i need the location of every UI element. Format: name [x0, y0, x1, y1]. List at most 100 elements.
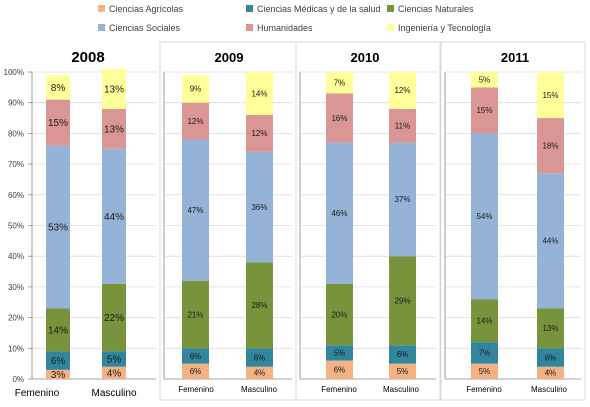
category-label: Femenino	[15, 388, 60, 399]
bar-segment	[537, 366, 564, 379]
bar-segment	[182, 363, 209, 379]
data-label: 8%	[51, 83, 66, 94]
legend: Ciencias Agrícolas Ciencias Médicas y de …	[98, 4, 491, 33]
bar-segment	[326, 345, 353, 361]
bar-segment	[326, 93, 353, 143]
category-label: Masculino	[91, 388, 136, 399]
bar-segment	[182, 102, 209, 140]
data-label: 18%	[542, 141, 558, 150]
data-label: 16%	[331, 114, 347, 123]
category-label: Femenino	[466, 385, 502, 394]
bar-segment	[471, 299, 498, 343]
data-label: 6%	[334, 366, 346, 375]
data-label: 11%	[395, 122, 410, 131]
legend-item: Ciencias Agrícolas	[98, 4, 184, 14]
bar-segment	[389, 345, 416, 364]
legend-item: Ingeniería y Tecnología	[387, 23, 491, 33]
bar-segment	[246, 348, 273, 367]
bar-segment	[326, 283, 353, 346]
data-label: 14%	[251, 89, 267, 98]
bar-segment	[246, 262, 273, 349]
y-tick-label: 10%	[8, 344, 24, 353]
bar-stack: 5% 7% 14% 54% 15% 5%	[471, 72, 498, 379]
data-label: 5%	[107, 355, 122, 366]
category-label: Femenino	[178, 385, 214, 394]
panel-title: 2010	[351, 50, 380, 65]
bar-segment	[102, 148, 126, 284]
data-label: 6%	[190, 352, 202, 361]
bar-segment	[182, 280, 209, 349]
y-tick-label: 0%	[12, 375, 24, 384]
legend-label: Ciencias Médicas y de la salud	[257, 4, 381, 14]
data-label: 6%	[545, 353, 557, 362]
bar-segment	[537, 72, 564, 119]
panel-title: 2009	[215, 50, 244, 65]
legend-label: Ingeniería y Tecnología	[398, 23, 491, 33]
legend-item: Ciencias Naturales	[387, 4, 474, 14]
y-tick-label: 100%	[4, 68, 24, 77]
legend-swatch	[98, 24, 105, 31]
bar-segment	[389, 72, 416, 109]
data-label: 9%	[190, 85, 202, 94]
category-label: Masculino	[241, 385, 278, 394]
data-label: 5%	[397, 367, 409, 376]
data-label: 13%	[104, 84, 124, 95]
y-tick-label: 30%	[8, 283, 24, 292]
bar-segment	[326, 360, 353, 379]
data-label: 47%	[187, 206, 203, 215]
legend-item: Ciencias Médicas y de la salud	[246, 4, 381, 14]
panel-2011: 2011 5% 7% 14% 54% 15% 5% 4% 6% 13% 44% 18% 15% Femen…	[440, 41, 586, 401]
bar-segment	[102, 108, 126, 149]
bar-segment	[537, 348, 564, 367]
bar-segment	[537, 173, 564, 309]
data-label: 44%	[104, 212, 124, 223]
data-label: 7%	[479, 349, 491, 358]
data-label: 21%	[187, 310, 203, 319]
bar-segment	[46, 75, 70, 100]
legend-label: Ciencias Sociales	[109, 23, 181, 33]
bar-segment	[182, 348, 209, 364]
data-label: 36%	[251, 203, 267, 212]
bar-stack: 4% 6% 28% 36% 12% 14%	[246, 72, 273, 379]
y-tick-label: 40%	[8, 252, 24, 261]
data-label: 15%	[48, 118, 68, 129]
bar-segment	[46, 369, 70, 379]
bar-segment	[326, 72, 353, 94]
y-tick-label: 50%	[8, 222, 24, 231]
bar-segment	[102, 366, 126, 379]
bar-segment	[389, 256, 416, 346]
data-label: 28%	[251, 301, 267, 310]
bar-segment	[537, 118, 564, 174]
data-label: 29%	[394, 297, 410, 306]
bar-stack: 6% 6% 21% 47% 12% 9%	[182, 75, 209, 379]
y-axis: 0% 10% 20% 30% 40% 50% 60% 70% 80% 90% 100%	[4, 68, 32, 384]
data-label: 20%	[331, 310, 347, 319]
data-label: 12%	[251, 129, 267, 138]
bar-segment	[246, 72, 273, 115]
bar-stack: 5% 6% 29% 37% 11% 12%	[389, 72, 416, 379]
data-label: 4%	[545, 369, 557, 378]
bar-segment	[102, 351, 126, 367]
panel-2008: 2008 3% 6% 14% 53% 15% 8% 4% 5% 22% 44% 13% 13% Femen…	[15, 49, 156, 399]
data-label: 15%	[476, 106, 492, 115]
bar-segment	[46, 308, 70, 352]
y-tick-label: 60%	[8, 191, 24, 200]
bar-segment	[246, 114, 273, 152]
bar-stack: 3% 6% 14% 53% 15% 8%	[46, 75, 70, 381]
panel-2009: 2009 6% 6% 21% 47% 12% 9% 4% 6% 28% 36% 12% 14% Femen…	[159, 41, 297, 401]
legend-swatch	[246, 5, 253, 12]
data-label: 46%	[331, 209, 347, 218]
legend-label: Ciencias Agrícolas	[109, 4, 184, 14]
data-label: 15%	[542, 91, 558, 100]
legend-swatch	[98, 5, 105, 12]
bar-stack: 4% 6% 13% 44% 18% 15%	[537, 72, 564, 379]
category-label: Masculino	[531, 385, 568, 394]
panel-frame	[440, 41, 586, 401]
data-label: 22%	[104, 313, 124, 324]
bar-segment	[326, 142, 353, 284]
bar-segment	[102, 68, 126, 109]
data-label: 5%	[479, 75, 491, 84]
bar-segment	[182, 75, 209, 103]
bar-stack: 6% 5% 20% 46% 16% 7%	[326, 72, 353, 379]
